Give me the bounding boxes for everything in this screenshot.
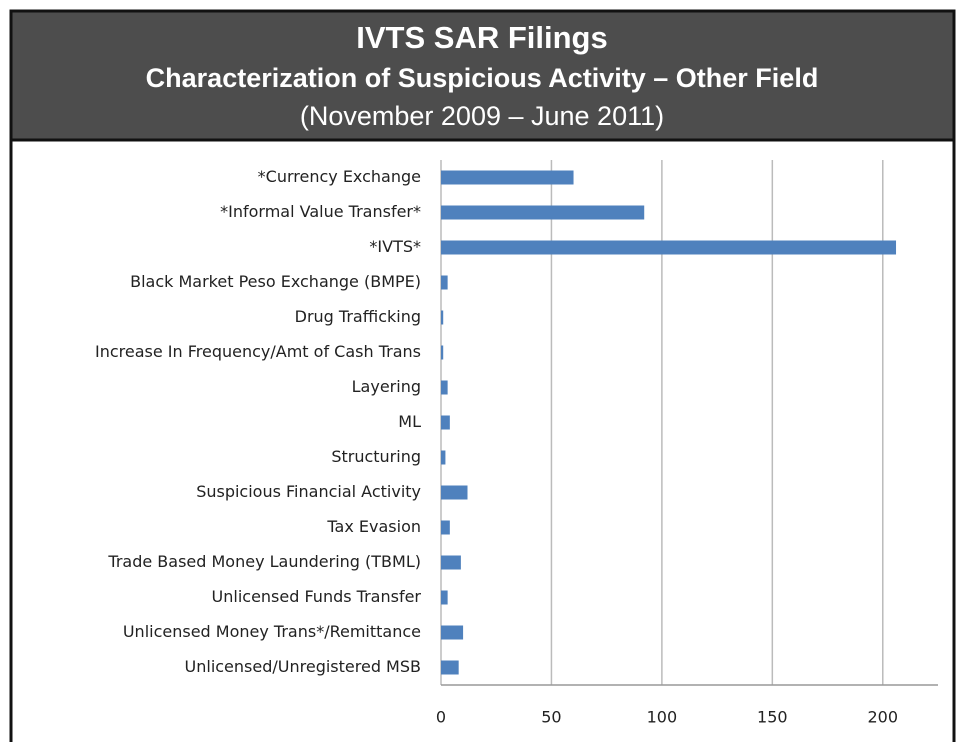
header-band [9, 9, 956, 142]
y-tick-label: Tax Evasion [326, 517, 421, 536]
y-tick-label: Unlicensed Funds Transfer [212, 587, 422, 606]
y-tick-label: Unlicensed/Unregistered MSB [185, 657, 421, 676]
y-tick-label: Structuring [331, 447, 421, 466]
bar [441, 660, 459, 675]
bar [441, 450, 446, 465]
y-tick-label: ML [398, 412, 421, 431]
bar [441, 555, 461, 570]
bar [441, 380, 448, 395]
bar [441, 520, 450, 535]
y-tick-label: Increase In Frequency/Amt of Cash Trans [95, 342, 421, 361]
bar [441, 240, 897, 255]
y-tick-label: *Informal Value Transfer* [220, 202, 421, 221]
bar [441, 625, 464, 640]
x-tick-label: 0 [436, 708, 446, 727]
bar [441, 310, 444, 325]
bar [441, 345, 444, 360]
y-tick-label: *IVTS* [369, 237, 421, 256]
date-range: (November 2009 – June 2011) [300, 101, 664, 131]
bar [441, 415, 450, 430]
bar [441, 275, 448, 290]
y-tick-label: Trade Based Money Laundering (TBML) [107, 552, 421, 571]
x-tick-label: 100 [647, 708, 678, 727]
chart-subtitle: Characterization of Suspicious Activity … [146, 63, 819, 93]
x-tick-label: 200 [868, 708, 899, 727]
bar [441, 205, 645, 220]
x-tick-label: 150 [757, 708, 788, 727]
y-tick-label: *Currency Exchange [258, 167, 421, 186]
y-tick-label: Drug Trafficking [295, 307, 421, 326]
x-tick-label: 50 [541, 708, 561, 727]
chart-title: IVTS SAR Filings [356, 20, 607, 55]
y-tick-label: Unlicensed Money Trans*/Remittance [123, 622, 421, 641]
y-tick-label: Layering [352, 377, 421, 396]
bar [441, 590, 448, 605]
y-tick-label: Suspicious Financial Activity [196, 482, 421, 501]
bar [441, 485, 468, 500]
y-tick-label: Black Market Peso Exchange (BMPE) [130, 272, 421, 291]
bar [441, 170, 574, 185]
